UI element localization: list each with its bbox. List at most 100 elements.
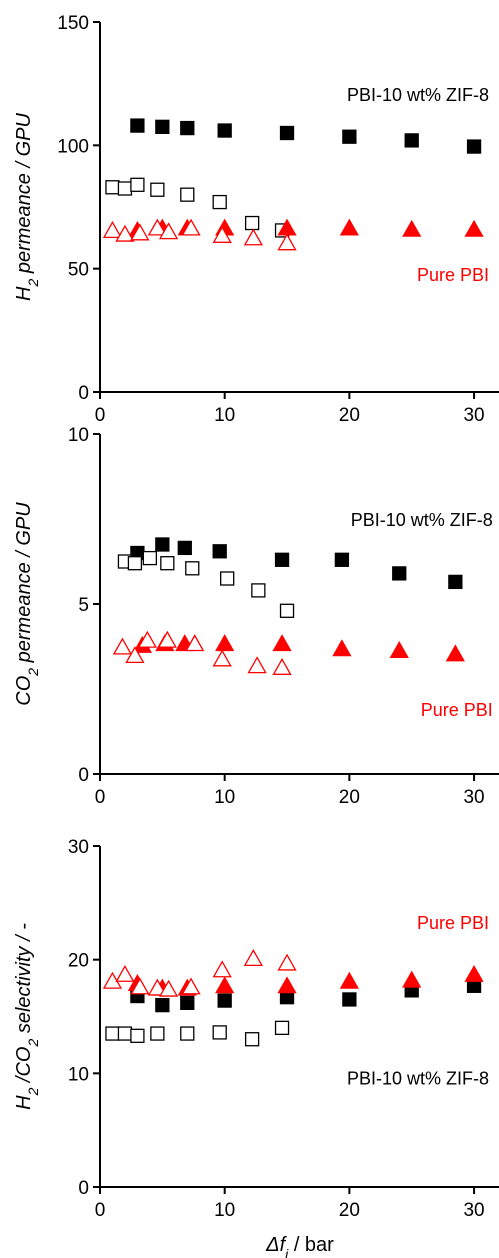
x-tick-label: 0: [95, 405, 106, 426]
filled-square-point: [217, 123, 232, 138]
filled-square-point: [342, 992, 357, 1007]
x-tick-label: 10: [214, 405, 235, 426]
filled-square-point: [217, 993, 232, 1008]
filled-triangle-point: [389, 640, 409, 658]
open-triangle-point: [158, 222, 179, 240]
filled-triangle-point: [339, 971, 359, 989]
y-tick-label: 10: [68, 425, 89, 446]
series-annotation: PBI-10 wt% ZIF-8: [351, 510, 493, 530]
open-triangle-point: [247, 656, 267, 674]
open-triangle-point: [243, 228, 263, 246]
x-tick-label: 20: [339, 787, 360, 808]
filled-triangle-point: [445, 644, 465, 662]
filled-square-point: [274, 552, 290, 567]
filled-triangle-point: [272, 634, 292, 652]
x-tick-label: 0: [95, 1200, 106, 1221]
y-tick-label: 150: [57, 13, 89, 34]
x-tick-label: 30: [463, 1200, 484, 1221]
open-square-point: [142, 550, 158, 566]
open-triangle-point: [157, 630, 177, 648]
x-tick-label: 30: [463, 405, 484, 426]
open-square-point: [160, 556, 175, 571]
filled-triangle-point: [402, 970, 422, 988]
x-tick-label: 20: [339, 405, 360, 426]
open-triangle-point: [185, 634, 205, 652]
open-square-point: [244, 1032, 260, 1047]
x-tick-label: 10: [214, 787, 235, 808]
open-triangle-point: [277, 953, 297, 971]
open-triangle-point: [112, 637, 133, 655]
open-triangle-point: [158, 979, 179, 997]
chart-panel-2: 0 5 10 0 10 20 30 CO2 permeance / GPU PBI-10 wt%…: [13, 425, 499, 808]
filled-square-point: [392, 566, 407, 581]
series-annotation: Pure PBI: [417, 265, 489, 285]
open-square-point: [105, 1026, 120, 1041]
open-triangle-point: [137, 630, 157, 648]
chart-panel-1: 0 50 100 150 0 10 20 30 H2 permeance / GPU PBI-10…: [13, 13, 499, 426]
filled-square-point: [180, 120, 195, 136]
open-square-point: [117, 1026, 133, 1041]
filled-square-point: [130, 118, 145, 133]
filled-square-point: [155, 119, 170, 134]
filled-square-point: [342, 129, 357, 144]
open-triangle-point: [115, 224, 135, 242]
filled-triangle-point: [402, 219, 422, 237]
open-square-point: [127, 556, 143, 571]
filled-triangle-point: [464, 964, 484, 982]
open-triangle-point: [212, 960, 232, 978]
open-triangle-point: [181, 218, 201, 236]
x-tick-label: 20: [339, 1200, 360, 1221]
open-square-point: [185, 561, 200, 576]
y-tick-label: 0: [78, 1178, 89, 1199]
open-triangle-point: [125, 646, 145, 664]
open-square-point: [130, 177, 145, 192]
x-tick-label: 0: [95, 787, 106, 808]
open-square-point: [274, 1020, 290, 1036]
open-triangle-point: [212, 225, 232, 243]
open-triangle-point: [243, 949, 263, 967]
x-axis-label: Δfi / bar: [265, 1234, 334, 1258]
open-square-point: [117, 181, 133, 196]
x-tick-label: 30: [463, 787, 484, 808]
y-tick-label: 20: [68, 951, 89, 972]
filled-square-point: [466, 139, 482, 154]
open-square-point: [105, 180, 120, 195]
filled-square-point: [279, 125, 295, 141]
series-annotation: PBI-10 wt% ZIF-8: [347, 85, 489, 105]
filled-square-point: [212, 544, 227, 559]
open-triangle-point: [277, 233, 297, 251]
open-square-point: [279, 603, 295, 618]
open-triangle-point: [130, 977, 150, 995]
open-triangle-point: [115, 964, 135, 982]
open-square-point: [251, 583, 266, 598]
open-square-point: [212, 1025, 227, 1040]
y-tick-label: 10: [68, 1064, 89, 1085]
filled-triangle-point: [464, 219, 484, 237]
y-axis-label: H2 /CO2 selectivity / -: [13, 923, 41, 1110]
filled-square-point: [180, 995, 195, 1011]
open-triangle-point: [130, 223, 150, 241]
filled-square-point: [177, 540, 192, 556]
open-triangle-point: [212, 649, 232, 667]
filled-square-point: [334, 552, 350, 567]
y-tick-label: 0: [78, 383, 89, 404]
filled-triangle-point: [339, 218, 359, 236]
open-square-point: [212, 194, 227, 210]
y-tick-label: 30: [68, 837, 89, 858]
filled-square-point: [155, 537, 170, 552]
open-square-point: [150, 1026, 165, 1041]
filled-square-point: [155, 997, 170, 1013]
filled-square-point: [448, 574, 463, 590]
open-triangle-point: [147, 978, 167, 996]
y-tick-label: 5: [78, 595, 89, 616]
series-annotation: Pure PBI: [421, 700, 493, 720]
filled-square-point: [404, 133, 419, 148]
filled-triangle-point: [215, 634, 235, 652]
open-triangle-point: [181, 977, 201, 995]
open-square-point: [220, 571, 235, 586]
y-axis-label: H2 permeance / GPU: [13, 113, 41, 301]
open-triangle-point: [272, 657, 292, 675]
series-annotation: Pure PBI: [417, 913, 489, 933]
open-square-point: [180, 187, 195, 202]
